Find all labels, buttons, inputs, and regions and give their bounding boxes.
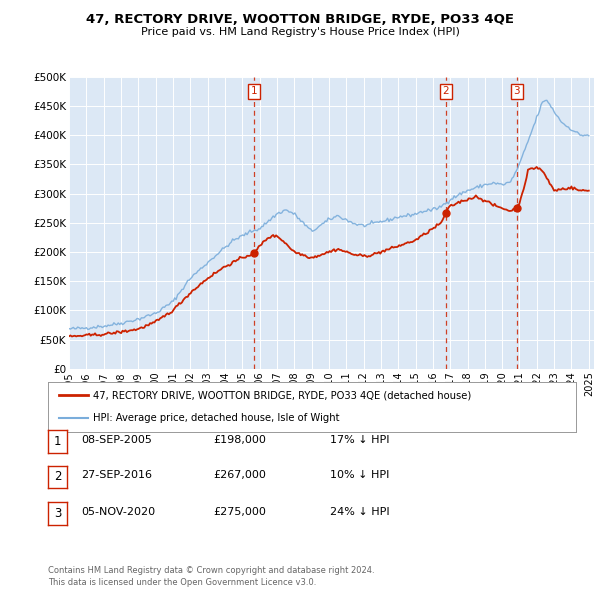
Text: 3: 3 — [514, 86, 520, 96]
Text: 10% ↓ HPI: 10% ↓ HPI — [330, 470, 389, 480]
Text: HPI: Average price, detached house, Isle of Wight: HPI: Average price, detached house, Isle… — [93, 414, 340, 424]
Text: 2: 2 — [443, 86, 449, 96]
Text: 24% ↓ HPI: 24% ↓ HPI — [330, 507, 389, 516]
Text: £267,000: £267,000 — [213, 470, 266, 480]
Text: 3: 3 — [54, 507, 61, 520]
Text: 47, RECTORY DRIVE, WOOTTON BRIDGE, RYDE, PO33 4QE (detached house): 47, RECTORY DRIVE, WOOTTON BRIDGE, RYDE,… — [93, 390, 471, 400]
Text: 47, RECTORY DRIVE, WOOTTON BRIDGE, RYDE, PO33 4QE: 47, RECTORY DRIVE, WOOTTON BRIDGE, RYDE,… — [86, 13, 514, 26]
Text: 2: 2 — [54, 470, 61, 483]
Text: Price paid vs. HM Land Registry's House Price Index (HPI): Price paid vs. HM Land Registry's House … — [140, 27, 460, 37]
Text: 05-NOV-2020: 05-NOV-2020 — [81, 507, 155, 516]
Text: 1: 1 — [251, 86, 258, 96]
Text: £198,000: £198,000 — [213, 435, 266, 444]
Text: 17% ↓ HPI: 17% ↓ HPI — [330, 435, 389, 444]
Text: 1: 1 — [54, 435, 61, 448]
Text: £275,000: £275,000 — [213, 507, 266, 516]
Text: 27-SEP-2016: 27-SEP-2016 — [81, 470, 152, 480]
Text: 08-SEP-2005: 08-SEP-2005 — [81, 435, 152, 444]
Text: Contains HM Land Registry data © Crown copyright and database right 2024.
This d: Contains HM Land Registry data © Crown c… — [48, 566, 374, 587]
